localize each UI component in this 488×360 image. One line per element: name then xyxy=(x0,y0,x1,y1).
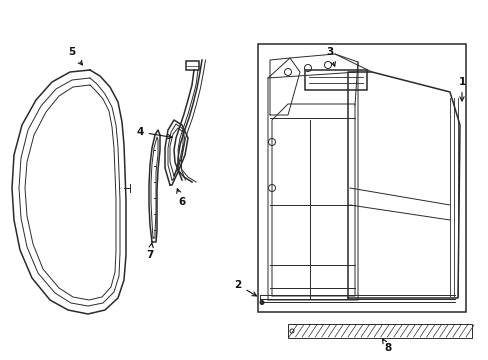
Text: 1: 1 xyxy=(457,77,465,101)
Text: 2: 2 xyxy=(234,280,256,296)
Text: 8: 8 xyxy=(382,339,391,353)
Bar xyxy=(185,61,199,70)
Text: 7: 7 xyxy=(146,243,153,260)
Circle shape xyxy=(260,301,263,304)
Bar xyxy=(287,324,471,338)
Text: 4: 4 xyxy=(136,127,172,139)
Bar xyxy=(258,44,465,312)
Bar xyxy=(305,70,366,90)
Text: 5: 5 xyxy=(68,47,82,65)
Text: 3: 3 xyxy=(325,47,335,66)
Text: 6: 6 xyxy=(176,189,185,207)
